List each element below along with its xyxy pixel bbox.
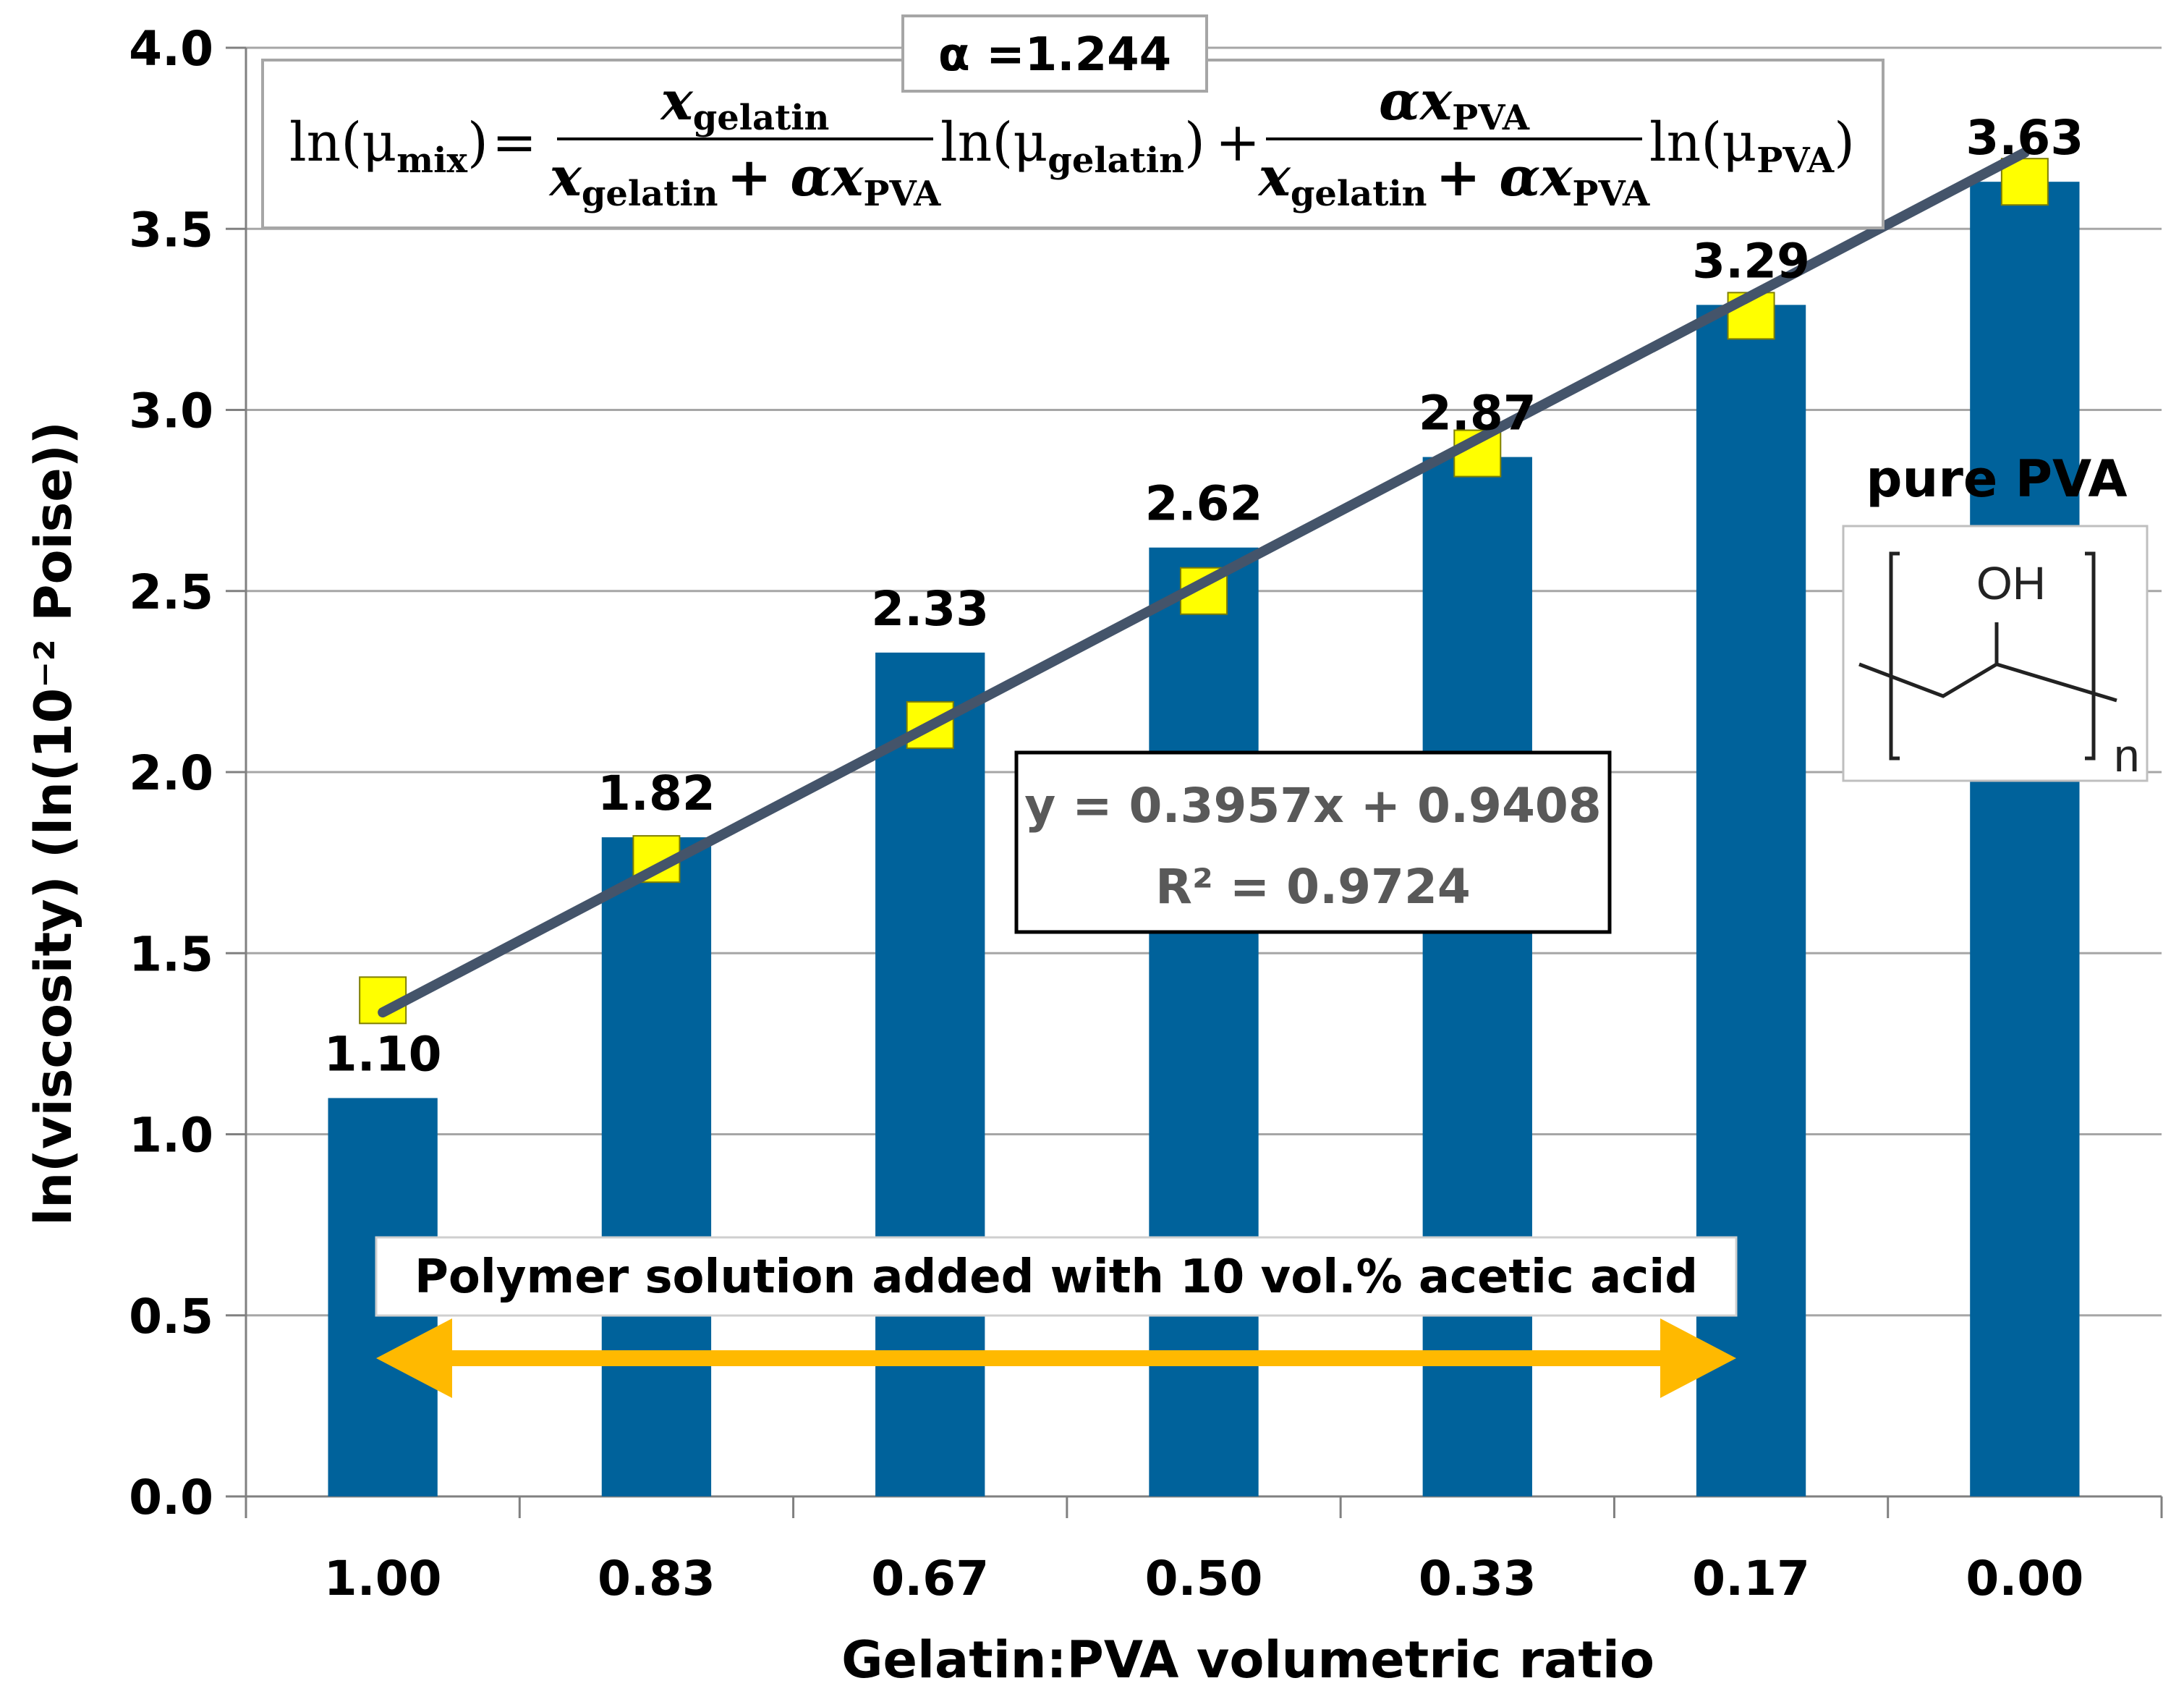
formula-lhs-close: ) [467, 111, 488, 174]
term2-num: αx [1379, 70, 1453, 132]
bar [875, 652, 985, 1497]
bar [1970, 182, 2080, 1496]
y-tick-label: 4.0 [129, 21, 213, 77]
ln2-sub: PVA [1756, 140, 1835, 181]
svg-text:xgelatin+ αxPVA: xgelatin + αxPVA [548, 146, 941, 214]
formula-equals: = [492, 111, 537, 174]
bars [328, 182, 2080, 1497]
term2-num-sub: PVA [1452, 98, 1530, 138]
ln1-close: ) [1184, 111, 1205, 174]
data-label: 3.29 [1692, 233, 1810, 289]
term2-den-sub1: gelatin [1291, 174, 1427, 214]
data-label: 1.10 [324, 1026, 442, 1082]
svg-text:xgelatin: xgelatin [660, 70, 830, 138]
term2-den-plus: + αx [1436, 146, 1573, 208]
bar [1696, 305, 1806, 1497]
regression-equation: y = 0.3957x + 0.9408 [1024, 778, 1601, 834]
bar [1422, 457, 1532, 1497]
data-label: 1.82 [598, 766, 715, 821]
x-tick-label: 1.00 [324, 1551, 442, 1606]
x-axis-title: Gelatin:PVA volumetric ratio [841, 1630, 1654, 1690]
svg-text:ln(μgelatin): ln(μgelatin) [940, 111, 1205, 181]
ln2: ln(μ [1649, 111, 1756, 174]
trendline [378, 147, 2030, 1018]
y-tick-label: 1.0 [129, 1108, 213, 1164]
x-tick-label: 0.17 [1692, 1551, 1810, 1606]
term1-den-sub1: gelatin [582, 174, 718, 214]
data-label: 2.87 [1419, 386, 1537, 441]
repeat-unit-n: n [2114, 729, 2140, 782]
y-tick-label: 0.0 [129, 1470, 213, 1525]
formula-lhs: ln(μ [289, 111, 396, 174]
hydroxyl-group: OH [1976, 557, 2046, 609]
bar [1149, 547, 1259, 1497]
y-tick-label: 2.5 [129, 564, 213, 620]
x-tick-label: 0.83 [598, 1551, 715, 1606]
y-tick-label: 1.5 [129, 926, 213, 982]
x-tick-label: 0.33 [1419, 1551, 1537, 1606]
term1-num-sub: gelatin [693, 98, 830, 138]
acetic-acid-note-text: Polymer solution added with 10 vol.% ace… [415, 1250, 1698, 1304]
term2-den-x: x [1257, 146, 1291, 208]
term1-den-x: x [548, 146, 582, 208]
regression-box: y = 0.3957x + 0.9408 R² = 0.9724 [1014, 750, 1612, 934]
term1-den-sub2: PVA [863, 174, 941, 214]
svg-text:ln(μmix): ln(μmix) [289, 111, 488, 181]
data-label: 3.63 [1966, 110, 2083, 166]
model-markers [359, 158, 2049, 1025]
term1-num: x [660, 70, 694, 132]
pva-structure: OH n [1842, 525, 2149, 782]
bar [601, 837, 712, 1496]
svg-text:ln(μPVA): ln(μPVA) [1649, 111, 1855, 181]
pure-pva-label: pure PVA [1866, 449, 2127, 509]
y-tick-label: 3.0 [129, 384, 213, 439]
data-label: 2.62 [1145, 476, 1263, 532]
svg-text:xgelatin+ αxPVA: xgelatin + αxPVA [1257, 146, 1650, 214]
y-tick-label: 2.0 [129, 745, 213, 801]
data-labels: 1.10 1.82 2.33 2.62 2.87 3.29 3.63 [324, 110, 2084, 1082]
alpha-value: α =1.244 [938, 28, 1171, 82]
acetic-acid-note: Polymer solution added with 10 vol.% ace… [375, 1236, 1738, 1317]
x-tick-label: 0.50 [1145, 1551, 1263, 1606]
y-tick-label: 0.5 [129, 1289, 213, 1344]
r-squared: R² = 0.9724 [1155, 859, 1471, 915]
data-label: 2.33 [871, 581, 989, 637]
range-arrow [376, 1318, 1736, 1398]
formula-lhs-sub: mix [396, 140, 467, 181]
x-axis: 1.00 0.83 0.67 0.50 0.33 0.17 0.00 [245, 1495, 2163, 1606]
term1-den-plus: + αx [727, 146, 864, 208]
svg-text:αxPVA: αxPVA [1379, 70, 1530, 138]
term2-den-sub2: PVA [1572, 174, 1650, 214]
alpha-box: α =1.244 [901, 14, 1208, 93]
ln1-sub: gelatin [1048, 140, 1184, 181]
y-tick-label: 3.5 [129, 202, 213, 258]
x-tick-label: 0.67 [871, 1551, 989, 1606]
y-axis: 0.0 0.5 1.0 1.5 2.0 2.5 3.0 3.5 4.0 [129, 21, 247, 1525]
y-axis-title: ln(viscosity) (ln(10⁻² Poise)) [24, 421, 83, 1226]
formula-plus: + [1215, 111, 1260, 174]
ln1: ln(μ [940, 111, 1048, 174]
ln2-close: ) [1834, 111, 1855, 174]
x-tick-label: 0.00 [1966, 1551, 2083, 1606]
